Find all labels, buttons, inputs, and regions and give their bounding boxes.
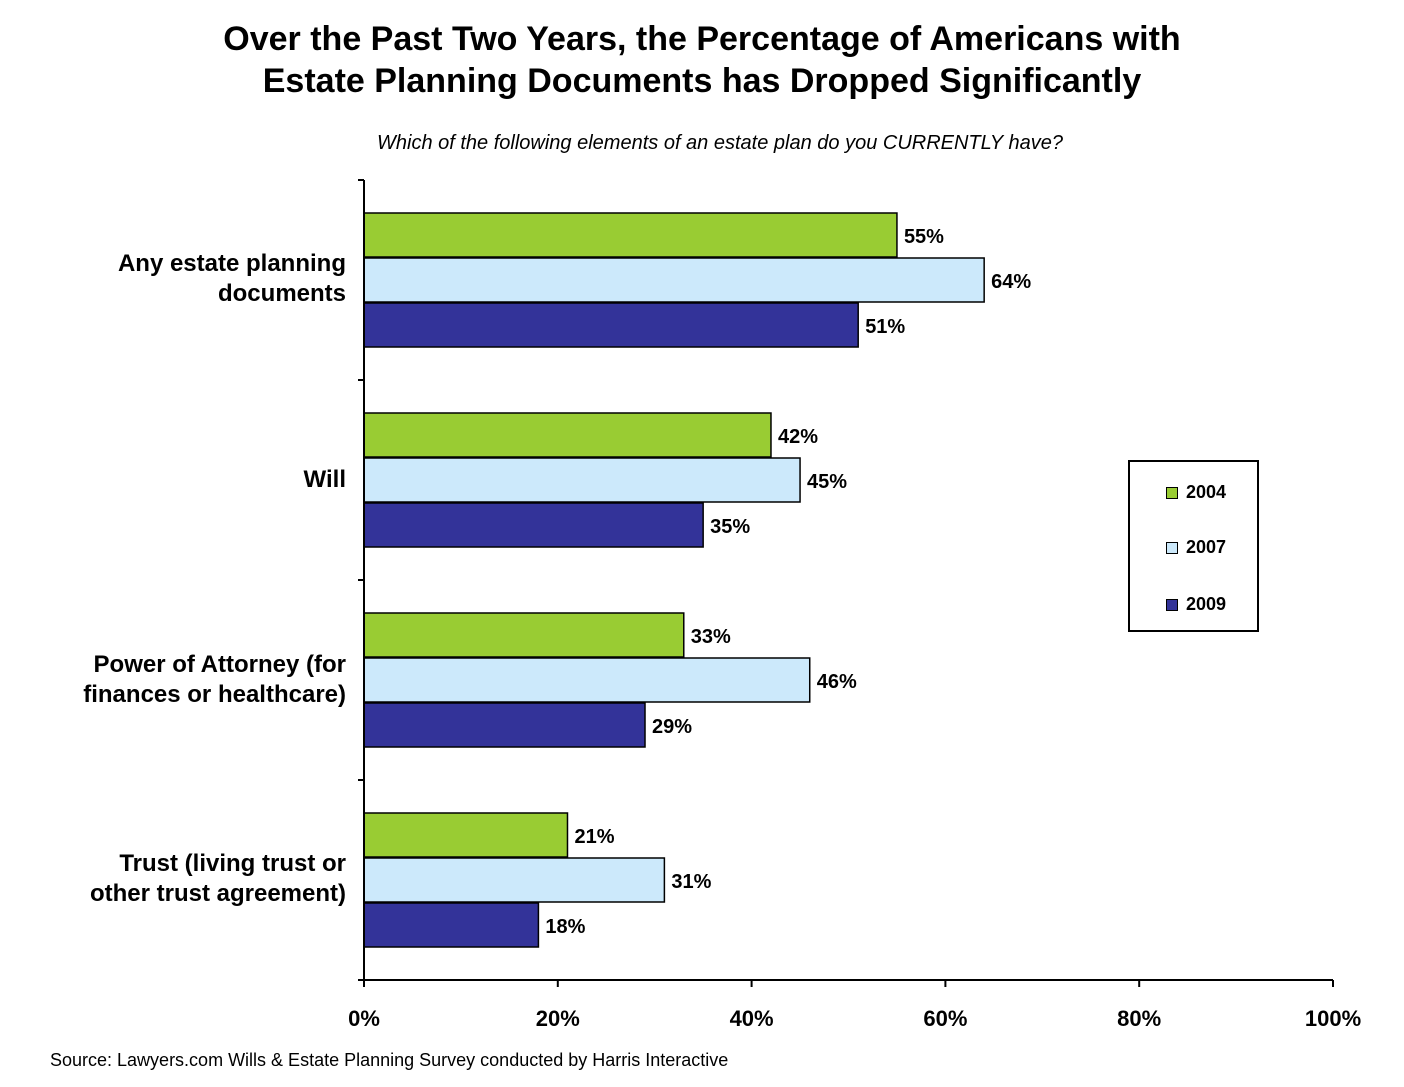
x-tick-label: 100% bbox=[1305, 1006, 1361, 1031]
bar-2009-3 bbox=[363, 902, 540, 948]
data-label-2009-3: 18% bbox=[545, 916, 585, 938]
chart-title: Over the Past Two Years, the Percentage … bbox=[0, 18, 1404, 102]
legend-label-2009: 2009 bbox=[1186, 594, 1227, 614]
bar-2009-2 bbox=[363, 702, 646, 748]
legend-item-2009: 2009 bbox=[1166, 594, 1226, 615]
data-label-2009-0: 51% bbox=[865, 316, 905, 338]
x-tick-label: 0% bbox=[348, 1006, 380, 1031]
chart-title-line-1: Over the Past Two Years, the Percentage … bbox=[223, 20, 1181, 58]
data-label-2004-2: 33% bbox=[691, 626, 731, 648]
chart-subtitle: Which of the following elements of an es… bbox=[377, 132, 1063, 154]
x-tick-label: 20% bbox=[536, 1006, 580, 1031]
bar-2004-1 bbox=[363, 412, 772, 458]
data-label-2004-1: 42% bbox=[778, 426, 818, 448]
category-label-line: Will bbox=[303, 466, 346, 493]
legend-swatch-2009 bbox=[1166, 598, 1178, 611]
bar-2007-2 bbox=[363, 657, 811, 703]
data-label-2009-2: 29% bbox=[652, 716, 692, 738]
bar-2007-1 bbox=[363, 457, 801, 503]
bar-2007-0 bbox=[363, 257, 985, 303]
data-label-2007-3: 31% bbox=[671, 871, 711, 893]
category-label-trust: Trust (living trust or other trust agree… bbox=[20, 849, 346, 909]
x-tick-label: 40% bbox=[730, 1006, 774, 1031]
legend-swatch-2004 bbox=[1166, 486, 1178, 499]
data-label-2007-0: 64% bbox=[991, 271, 1031, 293]
legend-item-2004: 2004 bbox=[1166, 482, 1226, 503]
data-label-2004-3: 21% bbox=[574, 826, 614, 848]
data-label-2007-2: 46% bbox=[817, 671, 857, 693]
data-label-2007-1: 45% bbox=[807, 471, 847, 493]
bar-2009-0 bbox=[363, 302, 859, 348]
category-label-line: finances or healthcare) bbox=[83, 681, 346, 708]
category-label-any-estate-planning: Any estate planning documents bbox=[20, 249, 346, 309]
bar-2004-2 bbox=[363, 612, 685, 658]
category-label-line: Any estate planning bbox=[117, 250, 346, 277]
category-label-line: documents bbox=[217, 280, 346, 307]
legend: 2004 2007 2009 bbox=[1128, 460, 1259, 632]
source-note: Source: Lawyers.com Wills & Estate Plann… bbox=[50, 1050, 729, 1070]
x-tick-label: 80% bbox=[1117, 1006, 1161, 1031]
category-label-line: Trust (living trust or bbox=[119, 850, 346, 877]
bar-2009-1 bbox=[363, 502, 704, 548]
legend-label-2007: 2007 bbox=[1186, 537, 1227, 557]
bar-2007-3 bbox=[363, 857, 666, 903]
x-tick-label: 60% bbox=[923, 1006, 967, 1031]
chart-title-line-2: Estate Planning Documents has Dropped Si… bbox=[262, 62, 1142, 100]
bar-2004-3 bbox=[363, 812, 569, 858]
category-label-line: other trust agreement) bbox=[89, 880, 346, 907]
legend-item-2007: 2007 bbox=[1166, 537, 1226, 558]
bar-2004-0 bbox=[363, 212, 898, 258]
legend-label-2004: 2004 bbox=[1186, 482, 1227, 502]
category-label-power-of-attorney: Power of Attorney (for finances or healt… bbox=[20, 650, 346, 710]
category-label-will: Will bbox=[20, 465, 346, 495]
category-label-line: Power of Attorney (for bbox=[93, 651, 346, 678]
legend-swatch-2007 bbox=[1166, 541, 1178, 554]
data-label-2004-0: 55% bbox=[904, 226, 944, 248]
data-label-2009-1: 35% bbox=[710, 516, 750, 538]
